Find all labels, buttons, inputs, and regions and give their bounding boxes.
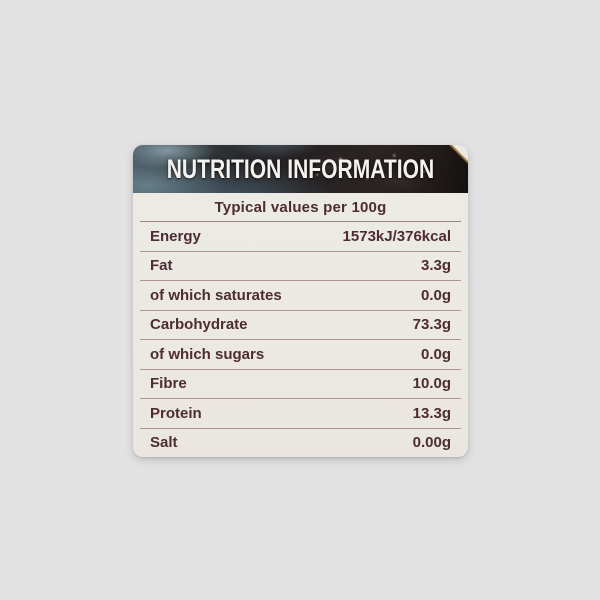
nutrient-value: 0.0g <box>420 345 451 363</box>
serving-caption: Typical values per 100g <box>140 193 461 222</box>
nutrition-label: NUTRITION INFORMATION Typical values per… <box>133 145 468 457</box>
nutrition-label-title: NUTRITION INFORMATION <box>166 153 435 184</box>
nutrient-name: Fibre <box>150 375 187 393</box>
nutrient-value: 3.3g <box>420 257 451 275</box>
table-row-saturates: of which saturates 0.0g <box>140 281 461 311</box>
table-row-energy: Energy 1573kJ/376kcal <box>140 222 461 252</box>
nutrient-name: Fat <box>150 257 173 275</box>
nutrient-value: 10.0g <box>412 375 451 393</box>
table-row-carbohydrate: Carbohydrate 73.3g <box>140 311 461 340</box>
table-row-sugars: of which sugars 0.0g <box>140 340 461 370</box>
table-row-fibre: Fibre 10.0g <box>140 370 461 399</box>
nutrient-name: of which sugars <box>150 345 265 363</box>
nutrient-value: 0.00g <box>412 434 451 452</box>
nutrient-name: Protein <box>150 404 202 422</box>
nutrient-value: 13.3g <box>412 404 451 422</box>
table-row-salt: Salt 0.00g <box>140 429 461 458</box>
nutrition-table: Typical values per 100g Energy 1573kJ/37… <box>133 193 468 457</box>
nutrient-name: Energy <box>150 227 201 245</box>
label-corner-glint <box>445 145 468 164</box>
nutrient-name: Carbohydrate <box>150 316 248 334</box>
nutrient-name: of which saturates <box>150 286 282 304</box>
table-row-protein: Protein 13.3g <box>140 399 461 429</box>
nutrient-value: 1573kJ/376kcal <box>342 227 451 245</box>
nutrient-value: 73.3g <box>412 316 451 334</box>
nutrition-label-header: NUTRITION INFORMATION <box>133 145 468 193</box>
nutrient-name: Salt <box>150 434 178 452</box>
nutrition-rows: Energy 1573kJ/376kcal Fat 3.3g of which … <box>140 222 461 457</box>
table-row-fat: Fat 3.3g <box>140 252 461 281</box>
nutrient-value: 0.0g <box>420 286 451 304</box>
